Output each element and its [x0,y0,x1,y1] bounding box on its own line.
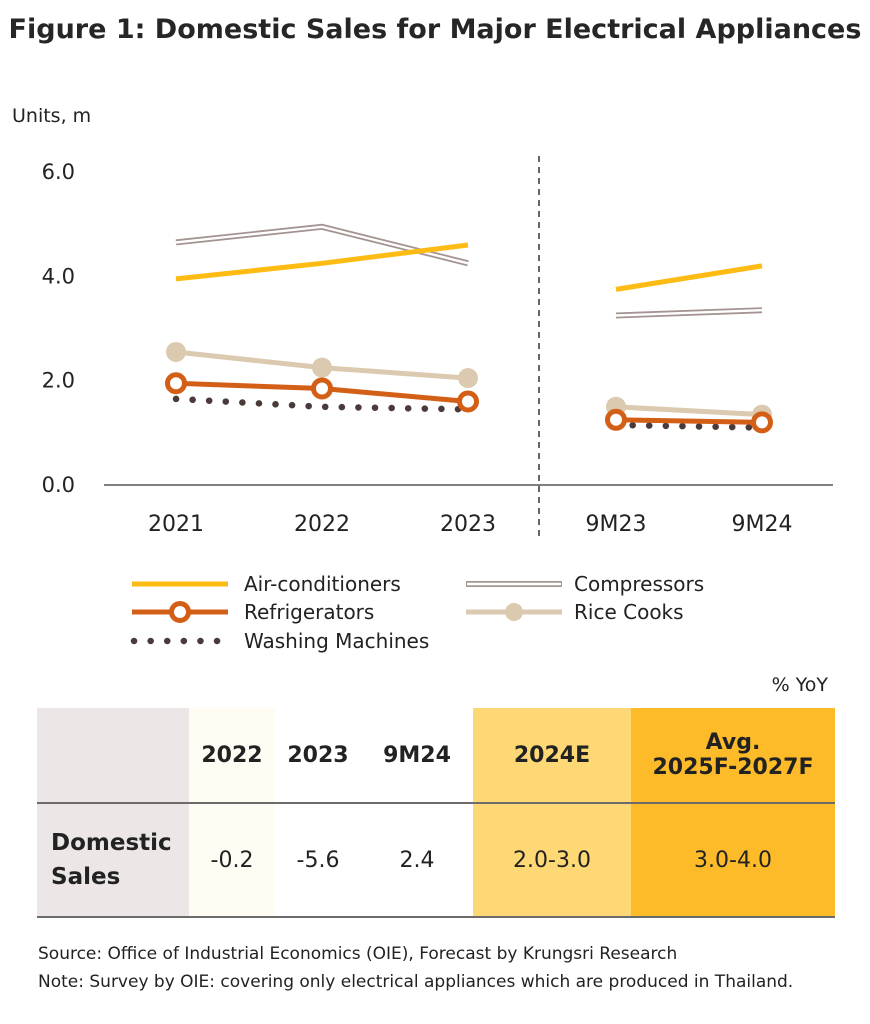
rice-cooks-point-2022 [312,357,332,378]
header-avg-2025f-2027f: Avg. 2025F-2027F [631,708,835,804]
footnotes: Source: Office of Industrial Economics (… [38,940,858,996]
compressors-line-inner-2 [615,309,763,317]
compressors-line-segment-1 [175,223,469,267]
legend-air-conditioners-label: Air-conditioners [244,572,401,596]
legend-compressors-label: Compressors [574,572,704,596]
legend-rice-cooks-label: Rice Cooks [574,600,684,624]
cell-2024e: 2.0-3.0 [473,803,631,917]
y-tick-label-4-0: 4.0 [42,264,75,288]
legend-rice-cooks-marker [505,603,523,621]
header-blank [37,708,189,804]
washing-machines-line-segment-1 [172,395,472,413]
header-2023: 2023 [275,708,361,804]
chart-title: Figure 1: Domestic Sales for Major Elect… [8,14,862,45]
refrigerators-point-9m23 [605,408,627,431]
table-row: Domestic Sales -0.2 -5.6 2.4 2.0-3.0 3.0… [37,803,835,917]
table-header-row: 2022 2023 9M24 2024E Avg. 2025F-2027F [37,708,835,804]
washing-machines-line-segment-2 [612,421,766,431]
y-tick-label-2-0: 2.0 [42,369,75,393]
row-label-line1: Domestic [51,830,172,856]
y-tick-label-0-0: 0.0 [42,473,75,497]
row-label-line2: Sales [51,864,121,890]
rice-cooks-line-segment-2 [615,404,763,418]
header-avg-line1: Avg. [705,730,761,755]
y-axis-label: Units, m [12,105,91,127]
compressors-line-inner-1 [175,225,469,265]
y-tick-label-6-0: 6.0 [42,160,75,184]
line-chart: Units, m 0.0 2.0 4.0 6.0 2021 2022 2023 9M23 9M24… [12,105,833,653]
cell-2023: -5.6 [275,803,361,917]
rice-cooks-point-2023 [458,368,478,389]
x-tick-label-2023: 2023 [440,512,496,537]
cell-9m24: 2.4 [361,803,473,917]
legend-refrigerators-marker [169,601,191,623]
cell-avg-2025f-2027f: 3.0-4.0 [631,803,835,917]
air-conditioners-line-segment-2 [615,263,763,292]
x-tick-label-2021: 2021 [148,512,204,537]
x-tick-label-2022: 2022 [294,512,350,537]
x-tick-label-9m23: 9M23 [586,512,647,537]
rice-cooks-point-2021 [166,341,186,362]
refrigerators-point-2021 [165,372,187,395]
table-unit-label: % YoY [771,674,828,696]
header-9m24: 9M24 [361,708,473,804]
header-2024e: 2024E [473,708,631,804]
refrigerators-point-2022 [311,377,333,400]
air-conditioners-line-segment-1 [175,242,469,282]
refrigerators-point-2023 [457,390,479,413]
sales-growth-table: 2022 2023 9M24 2024E Avg. 2025F-2027F Do… [37,708,835,918]
survey-note: Note: Survey by OIE: covering only elect… [38,972,794,992]
cell-2022: -0.2 [189,803,275,917]
refrigerators-line-segment-2 [615,417,763,425]
header-2022: 2022 [189,708,275,804]
x-tick-label-9m24: 9M24 [732,512,793,537]
legend-washing-machines-label: Washing Machines [244,629,429,653]
header-avg-line2: 2025F-2027F [652,755,814,780]
legend-refrigerators-label: Refrigerators [244,600,374,624]
source-note: Source: Office of Industrial Economics (… [38,944,678,964]
row-label-domestic-sales: Domestic Sales [37,803,189,917]
refrigerators-point-9m24 [751,411,773,434]
